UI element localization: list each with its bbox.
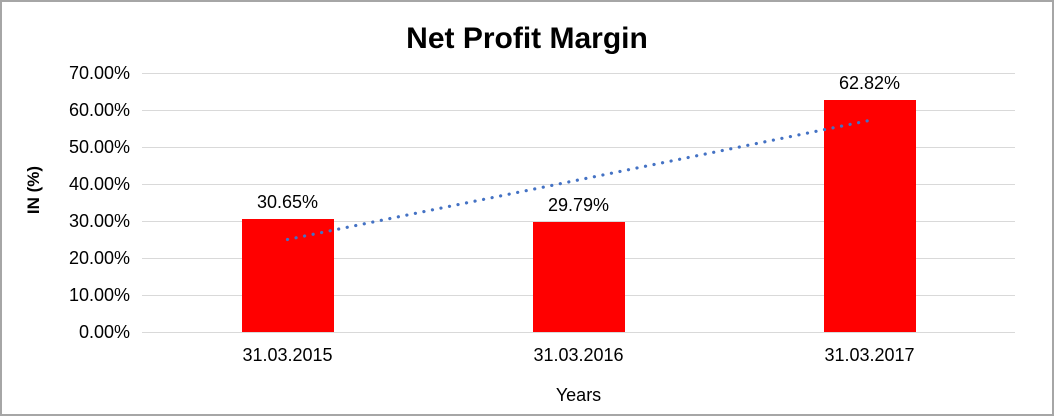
- x-axis-tick-label: 31.03.2015: [242, 345, 333, 365]
- bar-data-label: 30.65%: [256, 191, 319, 212]
- bar-data-label: 62.82%: [838, 72, 901, 93]
- y-axis-tick-label: 30.00%: [68, 211, 130, 231]
- y-axis-tick-label: 10.00%: [68, 285, 130, 305]
- x-axis-title: Years: [555, 385, 602, 405]
- bar-data-label: 29.79%: [547, 194, 610, 215]
- gridline: [142, 332, 1015, 333]
- bar: [241, 218, 334, 332]
- x-axis-tick-label: 31.03.2016: [533, 345, 624, 365]
- y-axis-tick-label: 70.00%: [68, 63, 130, 83]
- y-axis-tick-label: 0.00%: [78, 322, 130, 342]
- chart-title: Net Profit Margin: [406, 22, 648, 55]
- gridline: [142, 110, 1015, 111]
- y-axis-tick-label: 20.00%: [68, 248, 130, 268]
- y-axis-tick-label: 40.00%: [68, 174, 130, 194]
- bar: [532, 221, 625, 332]
- gridline: [142, 73, 1015, 74]
- bar: [823, 99, 916, 332]
- y-axis-tick-label: 50.00%: [68, 137, 130, 157]
- y-axis-tick-label: 60.00%: [68, 100, 130, 120]
- x-axis-tick-label: 31.03.2017: [824, 345, 915, 365]
